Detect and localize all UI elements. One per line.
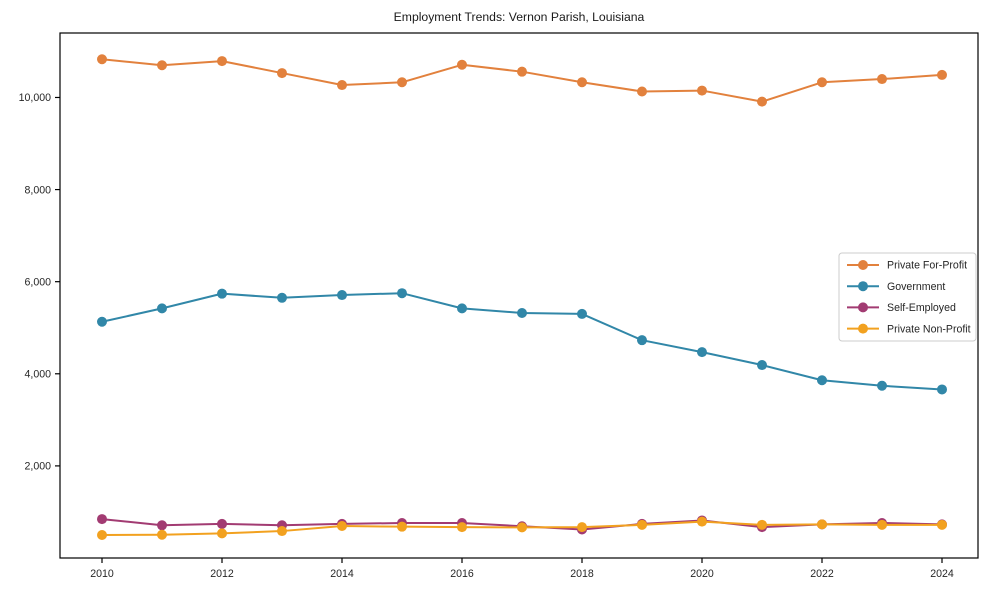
data-point-private-non-profit — [457, 522, 467, 533]
data-point-government — [217, 288, 227, 299]
legend-swatch-marker — [858, 281, 868, 292]
data-point-private-non-profit — [637, 519, 647, 530]
y-tick-label: 6,000 — [24, 276, 51, 288]
plot-area: 2,000 4,000 6,000 8,000 10,000 2010 2012 2014 20… — [19, 32, 979, 580]
y-tick-label: 4,000 — [24, 368, 51, 380]
data-point-government — [97, 316, 107, 327]
data-point-private-for-profit — [757, 96, 767, 107]
data-point-self-employed — [157, 520, 167, 531]
data-point-government — [397, 288, 407, 299]
data-point-government — [277, 292, 287, 303]
data-point-private-non-profit — [517, 522, 527, 533]
data-point-private-non-profit — [157, 529, 167, 540]
legend-item-private-for-profit: Private For-Profit — [847, 260, 967, 272]
y-tick-label: 10,000 — [19, 92, 52, 104]
x-tick-label: 2012 — [210, 568, 234, 580]
data-point-private-for-profit — [457, 59, 467, 70]
data-point-private-for-profit — [817, 77, 827, 88]
data-point-government — [817, 375, 827, 386]
data-point-private-for-profit — [937, 69, 947, 80]
legend-item-private-non-profit: Private Non-Profit — [847, 323, 971, 335]
data-point-government — [637, 335, 647, 346]
data-point-private-non-profit — [277, 526, 287, 537]
data-point-private-for-profit — [577, 77, 587, 88]
x-tick-label: 2016 — [450, 568, 474, 580]
data-point-private-for-profit — [157, 60, 167, 71]
legend-swatch-marker — [858, 302, 868, 313]
data-point-government — [337, 290, 347, 301]
legend-item-government: Government — [847, 281, 945, 293]
legend-swatch-marker — [858, 323, 868, 334]
data-point-private-for-profit — [277, 68, 287, 79]
x-tick-label: 2018 — [570, 568, 594, 580]
data-point-private-for-profit — [697, 85, 707, 96]
data-point-self-employed — [97, 514, 107, 525]
data-point-private-non-profit — [817, 519, 827, 530]
legend-label: Government — [887, 281, 945, 293]
data-point-government — [517, 308, 527, 318]
data-point-private-for-profit — [97, 54, 107, 65]
data-point-government — [577, 308, 587, 319]
data-point-private-non-profit — [937, 519, 947, 530]
legend-label: Self-Employed — [887, 302, 956, 314]
legend-label: Private For-Profit — [887, 260, 967, 272]
data-point-private-for-profit — [637, 86, 647, 97]
data-point-government — [757, 360, 767, 371]
series-line-private-for-profit — [101, 58, 943, 103]
data-point-government — [877, 380, 887, 391]
data-point-private-non-profit — [757, 519, 767, 530]
data-point-private-for-profit — [217, 56, 227, 67]
legend-item-self-employed: Self-Employed — [847, 302, 956, 314]
data-point-private-for-profit — [517, 66, 527, 77]
y-tick-label: 8,000 — [24, 184, 51, 196]
series-line-government — [101, 292, 943, 391]
x-tick-label: 2014 — [330, 568, 354, 580]
data-point-private-non-profit — [577, 522, 587, 533]
data-point-government — [937, 384, 947, 395]
data-point-private-non-profit — [877, 519, 887, 530]
data-point-private-non-profit — [397, 521, 407, 532]
data-point-private-for-profit — [877, 74, 887, 85]
data-point-private-for-profit — [397, 77, 407, 88]
legend-swatch-marker — [858, 260, 868, 270]
data-point-private-non-profit — [97, 529, 107, 540]
data-point-government — [457, 303, 467, 314]
chart-title: Employment Trends: Vernon Parish, Louisi… — [394, 10, 645, 24]
data-point-self-employed — [217, 518, 227, 529]
y-tick-label: 2,000 — [24, 461, 51, 473]
data-point-private-non-profit — [217, 528, 227, 539]
legend-box — [838, 252, 977, 342]
data-point-private-non-profit — [697, 516, 707, 527]
x-tick-label: 2024 — [930, 568, 954, 580]
data-point-government — [157, 303, 167, 314]
legend: Private For-Profit Government Self-Employe… — [838, 252, 977, 342]
data-point-government — [697, 347, 707, 358]
data-point-private-for-profit — [337, 80, 347, 91]
x-tick-label: 2022 — [810, 568, 834, 580]
x-tick-label: 2020 — [690, 568, 714, 580]
axis-spines — [59, 32, 979, 559]
legend-label: Private Non-Profit — [887, 323, 971, 335]
x-tick-label: 2010 — [90, 568, 114, 580]
data-point-private-non-profit — [337, 520, 347, 531]
